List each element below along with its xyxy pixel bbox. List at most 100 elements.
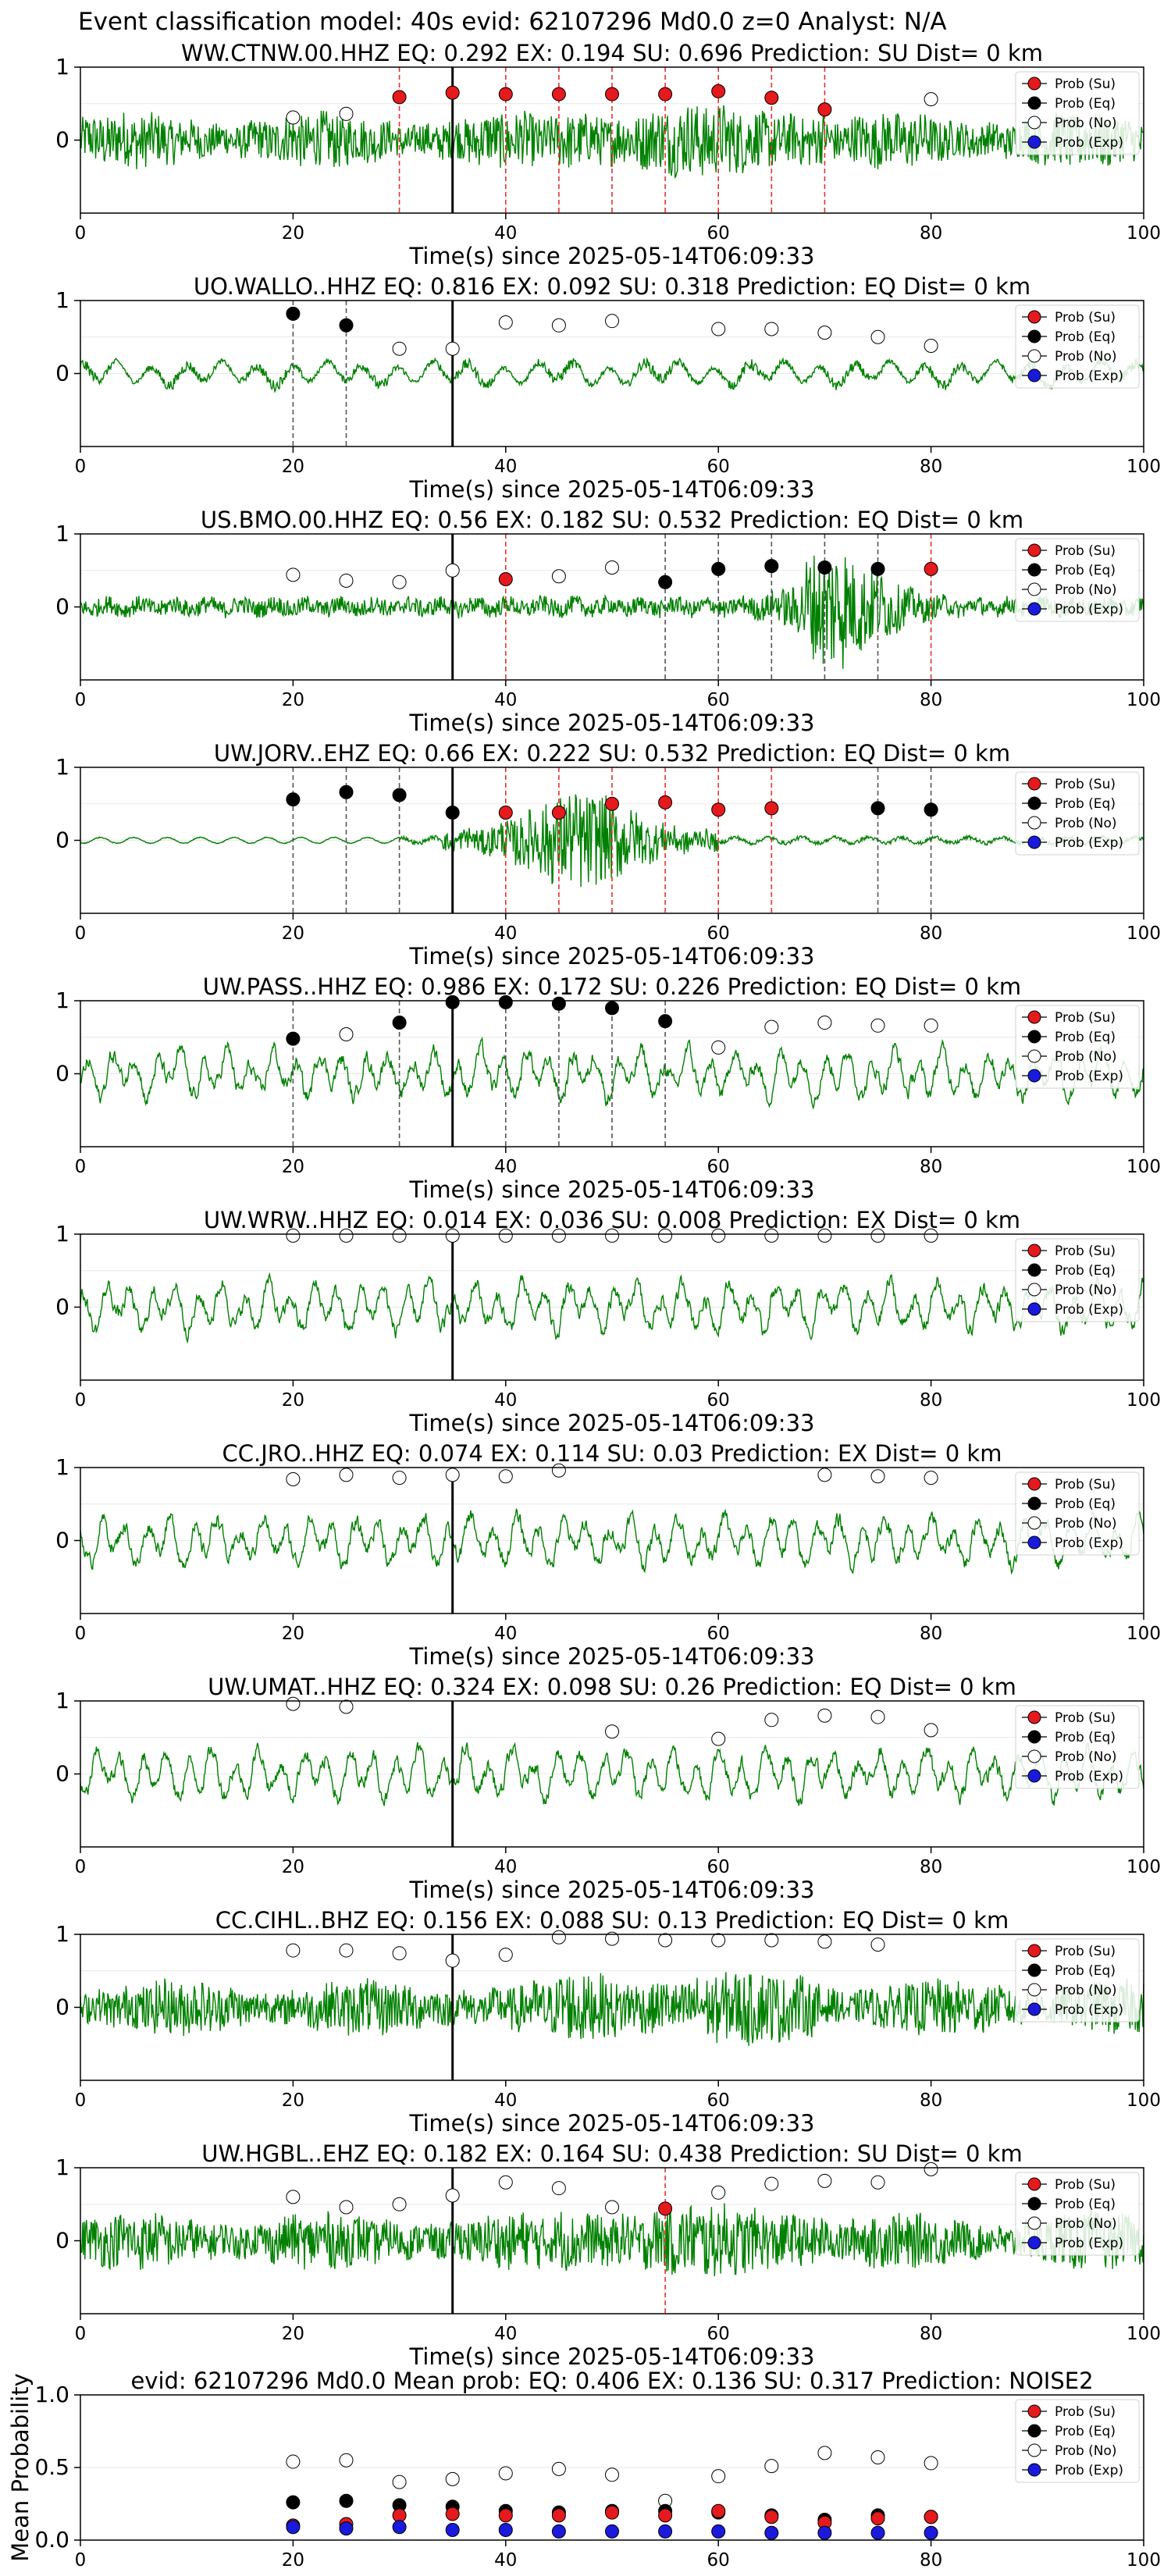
x-tick-label: 20	[282, 1624, 304, 1644]
x-tick-label: 40	[494, 1390, 517, 1411]
x-tick-label: 60	[707, 457, 730, 477]
legend-label-exp: Prob (Exp)	[1055, 2002, 1123, 2018]
prob-point-su	[658, 2508, 673, 2523]
x-axis-label: Time(s) since 2025-05-14T06:09:33	[409, 2110, 815, 2137]
prob-point-su	[764, 801, 779, 816]
legend-marker-no	[1027, 1749, 1041, 1763]
legend: Prob (Su) Prob (Eq) Prob (No) Prob (Exp)	[1015, 1705, 1140, 1789]
prob-point-no	[286, 1696, 301, 1711]
waveform-trace	[80, 105, 1144, 179]
prob-point-exp	[870, 2525, 885, 2540]
prob-point-no	[605, 2200, 619, 2215]
legend-label-exp: Prob (Exp)	[1055, 135, 1123, 151]
panel-title: UW.HGBL..EHZ EQ: 0.182 EX: 0.164 SU: 0.4…	[201, 2140, 1022, 2167]
prob-point-su	[498, 2508, 513, 2523]
x-tick-label: 40	[494, 2090, 517, 2111]
x-tick-label: 40	[494, 1857, 517, 1877]
legend-box	[1015, 1705, 1140, 1789]
legend: Prob (Su) Prob (Eq) Prob (No) Prob (Exp)	[1015, 71, 1140, 155]
y-tick-label: 0	[55, 594, 69, 620]
x-tick-label: 80	[920, 2090, 942, 2111]
prob-point-no	[605, 314, 619, 329]
x-tick-label: 80	[920, 690, 942, 710]
legend-label-no: Prob (No)	[1055, 816, 1117, 831]
legend-marker-eq	[1027, 1496, 1041, 1510]
station-panel: UW.PASS..HHZ EQ: 0.986 EX: 0.172 SU: 0.2…	[55, 973, 1161, 1203]
legend-box	[1015, 2172, 1140, 2256]
x-tick-label: 0	[75, 690, 87, 710]
prob-point-su	[605, 87, 619, 101]
legend-marker-no	[1027, 1049, 1041, 1063]
legend-label-no: Prob (No)	[1055, 1049, 1117, 1065]
x-tick-label: 80	[920, 1624, 942, 1644]
legend-marker-exp	[1027, 2463, 1041, 2477]
prob-point-exp	[605, 2524, 619, 2539]
x-tick-label: 20	[282, 457, 304, 477]
prob-point-no	[924, 1018, 938, 1033]
prob-point-no	[605, 1228, 619, 1243]
y-axis-label: Mean Probability	[7, 2373, 34, 2562]
prob-point-eq	[924, 802, 938, 817]
prob-point-eq	[339, 785, 354, 799]
x-tick-label: 20	[282, 1157, 304, 1177]
legend-marker-no	[1027, 1983, 1041, 1997]
prob-point-no	[339, 106, 354, 121]
legend-label-su: Prob (Su)	[1055, 1944, 1116, 1959]
legend-box	[1015, 1471, 1140, 1556]
y-tick-label: 1	[55, 287, 69, 313]
prob-point-su	[711, 2503, 726, 2518]
prob-point-su	[605, 2505, 619, 2520]
legend-marker-exp	[1027, 135, 1041, 149]
prob-point-exp	[658, 2524, 673, 2539]
x-tick-label: 100	[1127, 1624, 1161, 1644]
prob-point-no	[498, 2175, 513, 2190]
prob-point-no	[817, 2446, 832, 2460]
prob-point-exp	[498, 2522, 513, 2537]
waveform-trace	[80, 1036, 1144, 1110]
x-tick-label: 100	[1127, 2324, 1161, 2344]
prob-point-no	[711, 1228, 726, 1243]
legend: Prob (Su) Prob (Eq) Prob (No) Prob (Exp)	[1015, 304, 1140, 389]
legend-label-no: Prob (No)	[1055, 349, 1117, 365]
x-tick-label: 40	[494, 457, 517, 477]
prob-point-no	[445, 1228, 460, 1243]
x-tick-label: 60	[707, 1390, 730, 1411]
prob-point-eq	[339, 318, 354, 333]
x-axis-label: Time(s) since 2025-05-14T06:09:33	[409, 943, 815, 970]
prob-point-no	[764, 1019, 779, 1034]
x-tick-label: 80	[920, 1157, 942, 1177]
legend-label-exp: Prob (Exp)	[1055, 1302, 1123, 1318]
station-panel: CC.JRO..HHZ EQ: 0.074 EX: 0.114 SU: 0.03…	[55, 1440, 1161, 1670]
prob-point-su	[658, 795, 673, 809]
legend-marker-su	[1027, 310, 1041, 324]
y-tick-label: 0	[55, 361, 69, 386]
prob-point-no	[924, 1723, 938, 1738]
prob-point-exp	[764, 2525, 779, 2540]
x-tick-label: 20	[282, 2090, 304, 2111]
panel-title: CC.CIHL..BHZ EQ: 0.156 EX: 0.088 SU: 0.1…	[215, 1907, 1009, 1934]
prob-point-no	[339, 2453, 354, 2467]
prob-point-no	[605, 2467, 619, 2482]
station-panel: CC.CIHL..BHZ EQ: 0.156 EX: 0.088 SU: 0.1…	[55, 1907, 1161, 2137]
legend-marker-exp	[1027, 368, 1041, 382]
legend-marker-eq	[1027, 1730, 1041, 1744]
prob-point-no	[711, 2469, 726, 2484]
x-tick-label: 20	[282, 1857, 304, 1877]
prob-point-no	[817, 1708, 832, 1723]
prob-point-no	[286, 2190, 301, 2204]
x-tick-label: 40	[494, 923, 517, 944]
x-tick-label: 80	[920, 1390, 942, 1411]
prob-point-no	[551, 1930, 566, 1944]
legend-marker-exp	[1027, 1535, 1041, 1550]
prob-point-eq	[870, 561, 885, 576]
prob-point-no	[870, 1228, 885, 1243]
prob-point-no	[339, 573, 354, 588]
x-axis-label: Time(s) since 2025-05-14T06:09:33	[409, 243, 815, 269]
x-tick-label: 60	[707, 1157, 730, 1177]
legend-marker-eq	[1027, 329, 1041, 343]
legend-marker-no	[1027, 816, 1041, 830]
legend-label-no: Prob (No)	[1055, 116, 1117, 131]
prob-point-exp	[445, 2522, 460, 2537]
prob-point-no	[711, 1040, 726, 1055]
legend-marker-su	[1027, 2177, 1041, 2191]
